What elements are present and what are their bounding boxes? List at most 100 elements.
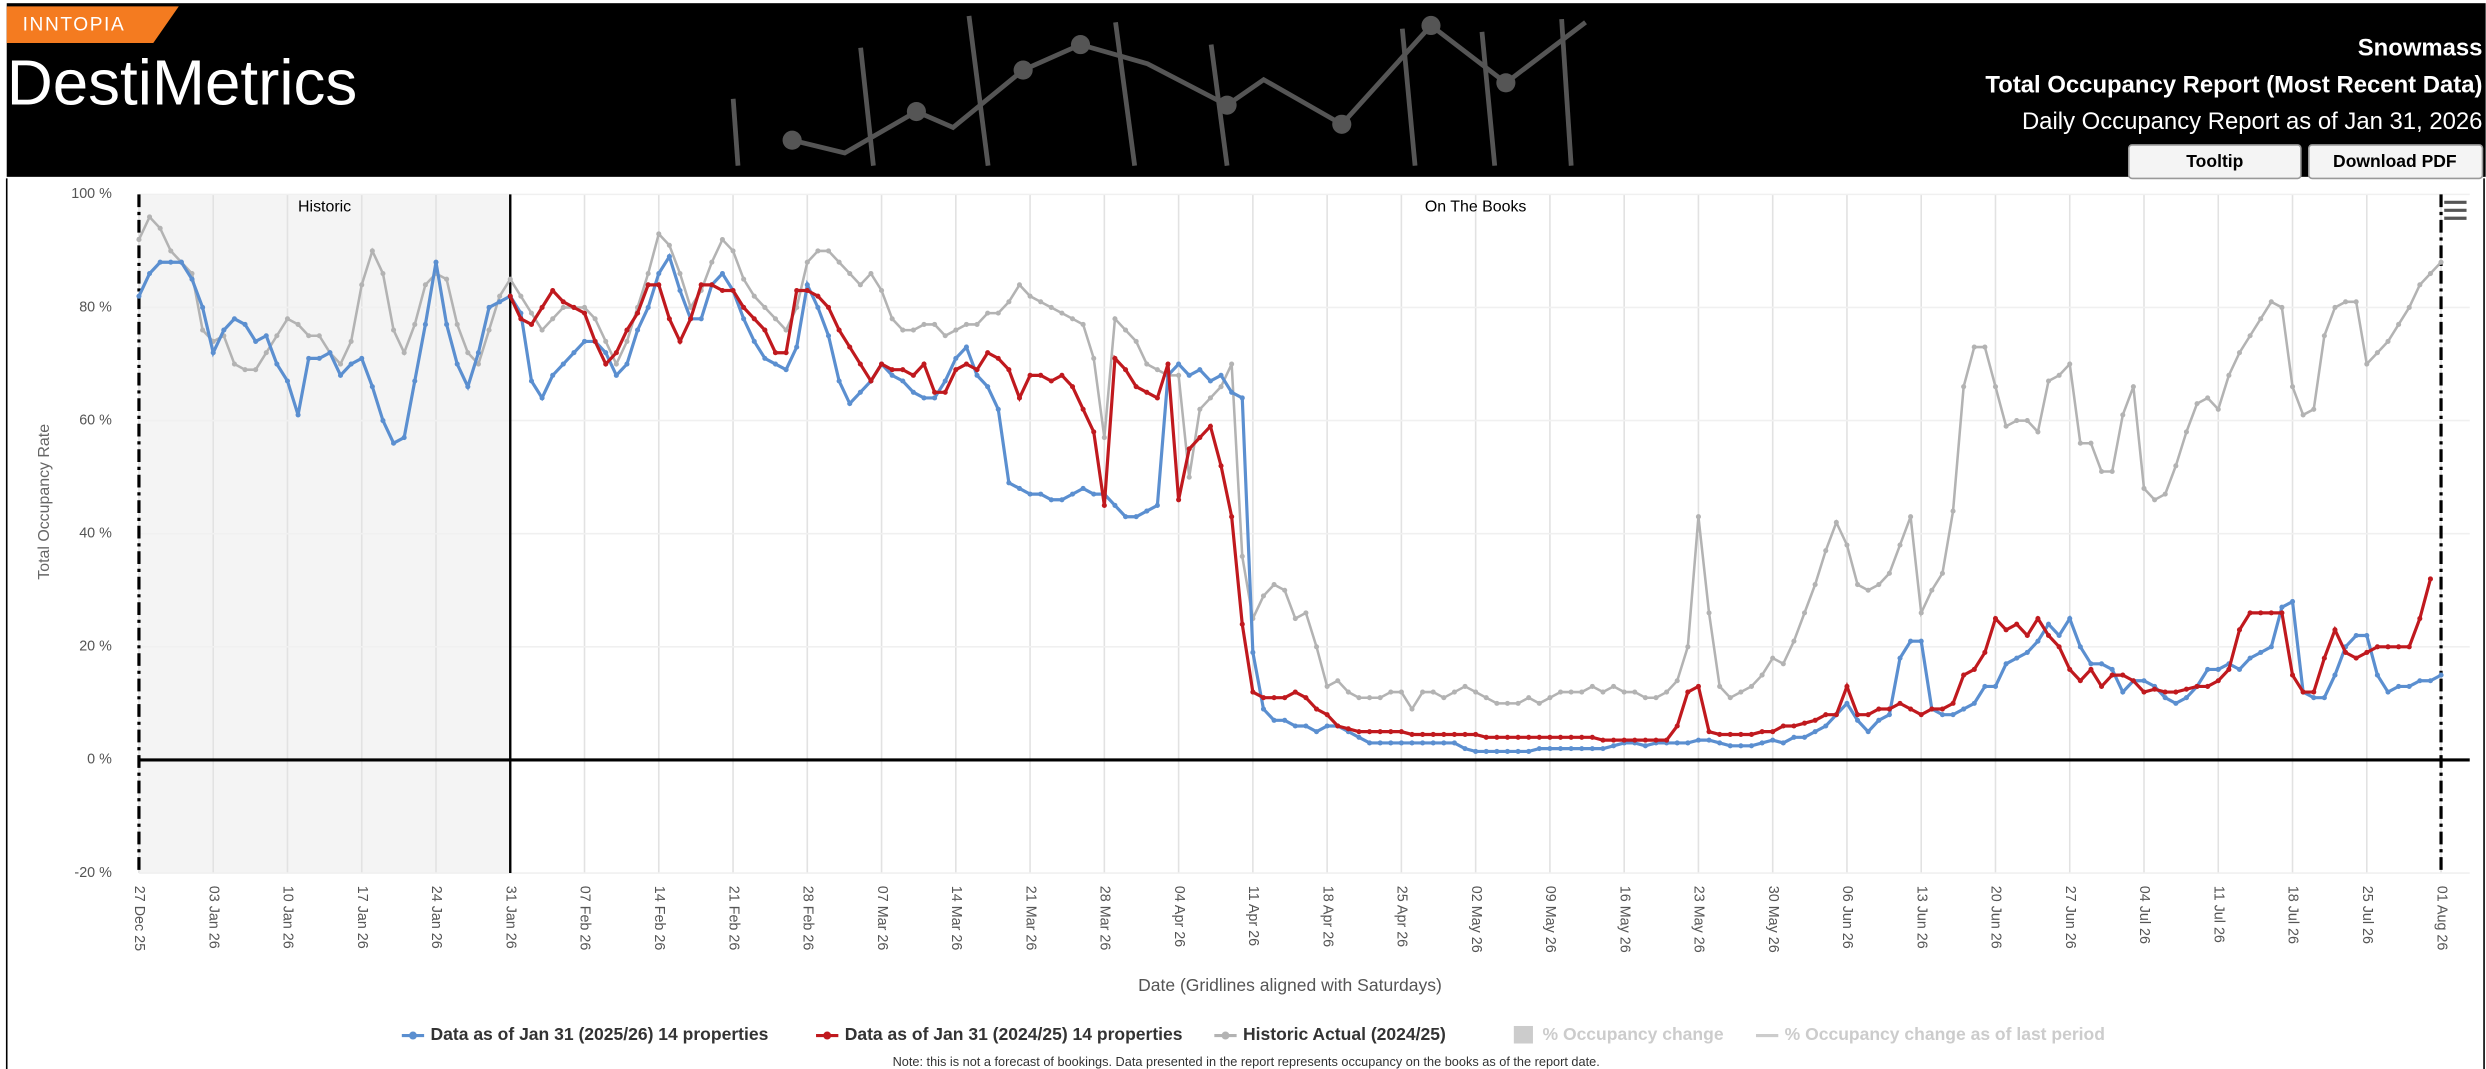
legend-label-inactive: % Occupancy change (1543, 1024, 1724, 1044)
data-point (1642, 737, 1648, 743)
data-point (1918, 712, 1924, 718)
y-tick-label: 20 % (79, 639, 112, 655)
data-point (2173, 700, 2179, 706)
y-axis-label: Total Occupancy Rate (36, 424, 53, 580)
data-point (953, 355, 959, 361)
data-point (974, 321, 980, 327)
data-point (380, 418, 386, 424)
data-point (284, 378, 291, 384)
data-point (2162, 695, 2168, 701)
data-point (1420, 731, 1426, 738)
data-point (804, 282, 810, 288)
data-point (1260, 695, 1267, 701)
data-point (624, 361, 630, 367)
data-point (1589, 734, 1595, 740)
data-point (454, 321, 460, 327)
menu-icon[interactable] (2444, 200, 2467, 220)
data-point (1059, 497, 1065, 503)
data-point (1303, 723, 1309, 729)
data-point (581, 310, 588, 316)
data-point (2374, 644, 2380, 650)
data-point (306, 355, 312, 361)
data-point (1992, 615, 1999, 622)
data-point (1706, 729, 1712, 735)
data-point (1727, 695, 1733, 701)
data-point (560, 304, 566, 311)
data-point (1006, 480, 1012, 486)
data-point (603, 338, 609, 344)
data-point (1685, 740, 1691, 746)
data-point (1939, 712, 1945, 718)
data-point (1388, 729, 1394, 735)
data-point (1112, 502, 1118, 508)
data-point (1791, 723, 1797, 729)
data-point (1027, 293, 1033, 299)
data-point (2162, 689, 2168, 695)
data-point (1218, 372, 1224, 378)
data-point (2014, 418, 2020, 424)
x-tick-label: 18 Apr 26 (1319, 886, 1335, 947)
data-point (921, 361, 927, 367)
data-point (231, 316, 237, 322)
data-point (2205, 395, 2211, 401)
data-point (2141, 689, 2147, 695)
data-point (1048, 304, 1054, 311)
x-tick-label: 07 Feb 26 (577, 886, 593, 951)
data-point (1494, 734, 1500, 740)
data-point (2396, 644, 2402, 650)
data-point (751, 293, 757, 299)
data-point (359, 282, 365, 288)
data-point (1812, 582, 1818, 588)
data-point (2014, 655, 2020, 661)
data-point (2268, 299, 2274, 305)
data-point (804, 287, 810, 294)
data-point (1271, 717, 1277, 723)
data-point (2109, 666, 2115, 672)
data-point (369, 248, 375, 254)
tooltip-button[interactable] (2127, 144, 2302, 180)
data-point (847, 344, 853, 350)
data-point (1971, 666, 1977, 672)
data-point (1186, 474, 1192, 480)
data-point (2045, 632, 2052, 639)
data-point (550, 372, 556, 378)
data-point (1992, 683, 1999, 689)
data-point (1420, 689, 1426, 695)
data-point (1653, 737, 1659, 743)
data-point (1473, 689, 1479, 695)
data-point (560, 361, 566, 367)
data-point (2236, 627, 2243, 633)
data-point (1526, 748, 1532, 754)
data-point (2321, 695, 2327, 701)
data-point (1207, 395, 1213, 401)
data-point (1770, 729, 1776, 735)
data-point (1144, 389, 1150, 395)
data-point (1292, 689, 1298, 695)
data-point (1229, 514, 1235, 520)
download-button-label[interactable]: Download PDF (2333, 151, 2457, 171)
data-point (2279, 610, 2285, 616)
data-point (1971, 344, 1977, 350)
data-point (1462, 746, 1468, 752)
data-point (2332, 672, 2338, 678)
data-point (666, 242, 672, 248)
data-point (1133, 514, 1139, 520)
data-point (539, 304, 545, 311)
data-point (1260, 706, 1267, 712)
data-point (401, 350, 407, 356)
data-point (815, 293, 821, 299)
download-button[interactable] (2308, 144, 2484, 180)
data-point (1865, 712, 1871, 718)
data-point (963, 344, 969, 350)
data-point (1239, 553, 1245, 559)
data-point (1770, 655, 1776, 661)
tooltip-button-label[interactable]: Tooltip (2186, 151, 2243, 171)
data-point (337, 372, 344, 378)
data-point (719, 237, 725, 243)
data-point (1801, 610, 1808, 616)
data-point (1855, 582, 1861, 588)
data-point (1101, 435, 1107, 441)
data-point (2258, 610, 2264, 616)
data-point (1833, 712, 1839, 718)
data-point (1536, 746, 1542, 752)
